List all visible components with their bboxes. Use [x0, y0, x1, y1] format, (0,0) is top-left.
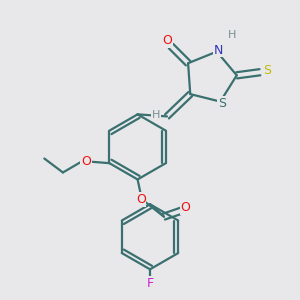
Text: O: O [136, 193, 146, 206]
Text: O: O [181, 201, 190, 214]
Text: O: O [81, 155, 91, 168]
Text: O: O [162, 34, 172, 47]
Text: F: F [146, 277, 154, 290]
Text: S: S [218, 97, 226, 110]
Text: H: H [228, 31, 236, 40]
Text: S: S [263, 64, 271, 77]
Text: N: N [214, 44, 223, 57]
Text: H: H [152, 110, 160, 120]
